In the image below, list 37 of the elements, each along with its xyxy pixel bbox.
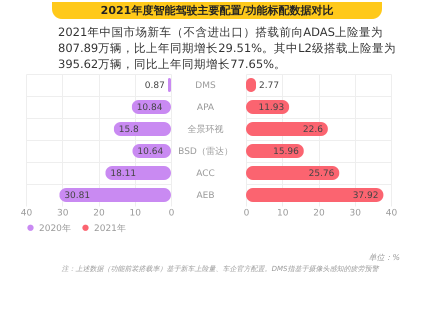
y-tick-label: 全景环视 <box>188 124 224 135</box>
x-tick-label: 40 <box>20 208 32 218</box>
legend-label: 2021年 <box>94 222 126 234</box>
x-tick-label: 20 <box>93 208 105 218</box>
y-tick-label: BSD（雷达） <box>178 146 233 157</box>
y-tick-label: DMS <box>195 81 216 91</box>
x-tick-label: 40 <box>386 208 398 218</box>
legend-label: 2020年 <box>39 222 71 234</box>
x-tick-label: 0 <box>244 208 250 218</box>
data-label: 25.76 <box>308 169 335 179</box>
x-tick-label: 0 <box>168 208 175 218</box>
text: 2021年度智能驾驶主要配置/功能标配数据对比 <box>52 2 382 19</box>
bar <box>59 188 171 202</box>
bar <box>246 166 340 180</box>
data-label: 22.6 <box>302 125 324 135</box>
x-tick-label: 20 <box>313 208 325 218</box>
data-label: 0.87 <box>144 81 165 91</box>
data-label: 10.64 <box>137 147 164 157</box>
data-label: 30.81 <box>64 191 90 201</box>
data-label: 15.96 <box>273 147 300 157</box>
text: 2021年中国市场新车（不含进出口）搭载前向ADAS上险量为807.89万辆，比上年同期增长29.51%。其中L2级搭载上险量为395.62万辆，同比上年同期增长77.65%。 <box>58 24 397 72</box>
bar <box>246 188 384 202</box>
data-label: 2.77 <box>259 81 280 91</box>
data-label: 10.84 <box>136 103 163 113</box>
y-tick-label: AEB <box>196 191 215 201</box>
x-tick-label: 30 <box>57 208 69 218</box>
x-tick-label: 10 <box>277 208 289 218</box>
bar <box>246 122 328 136</box>
y-tick-label: ACC <box>196 169 215 179</box>
data-label: 11.93 <box>258 103 284 113</box>
y-tick-label: APA <box>196 103 215 113</box>
x-tick-label: 10 <box>130 208 142 218</box>
data-label: 18.11 <box>110 169 136 179</box>
text: 单位：% <box>367 252 400 263</box>
x-tick-label: 30 <box>350 208 362 218</box>
data-label: 15.8 <box>118 125 140 135</box>
data-label: 37.92 <box>352 191 378 201</box>
